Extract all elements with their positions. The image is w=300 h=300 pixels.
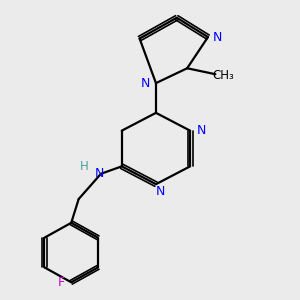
Text: N: N xyxy=(197,124,206,137)
Text: N: N xyxy=(141,76,150,90)
Text: N: N xyxy=(156,185,165,198)
Text: F: F xyxy=(58,276,65,289)
Text: N: N xyxy=(213,31,223,44)
Text: N: N xyxy=(94,167,104,180)
Text: CH₃: CH₃ xyxy=(212,69,234,82)
Text: H: H xyxy=(80,160,89,173)
